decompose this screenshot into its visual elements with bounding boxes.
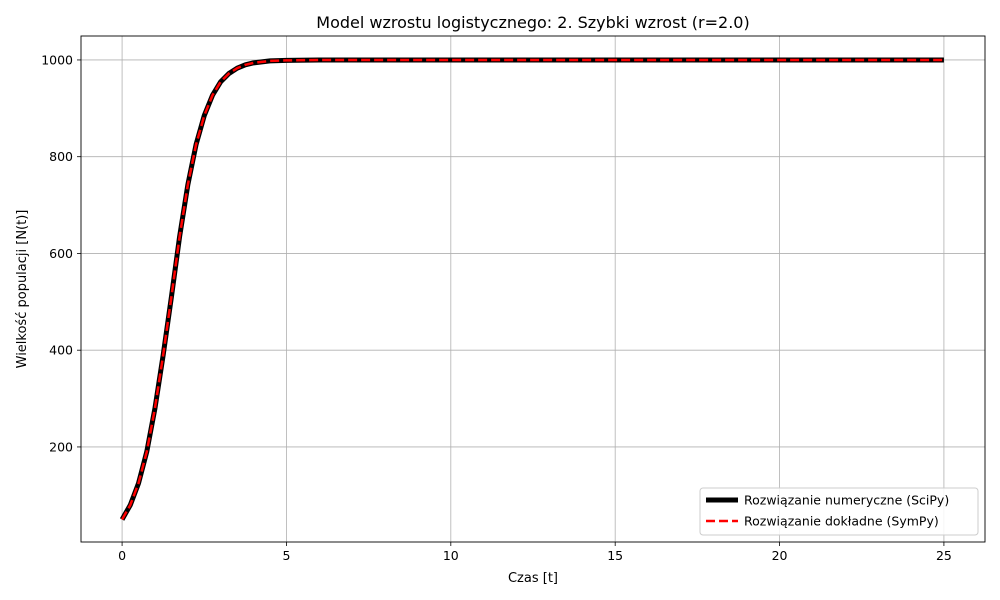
y-tick-label: 400 [49,343,73,358]
y-tick-label: 600 [49,246,73,261]
legend-label-exact: Rozwiązanie dokładne (SymPy) [744,514,939,529]
legend-label-numeric: Rozwiązanie numeryczne (SciPy) [744,493,949,508]
series-layer [119,57,944,521]
y-axis-label: Wielkość populacji [N(t)] [15,210,30,369]
x-tick-label: 15 [607,548,623,563]
tick-layer: 0 5 10 15 20 25 200 400 600 800 1000 [41,52,952,563]
x-tick-label: 25 [936,548,952,563]
exact-solution-line [121,58,944,521]
x-tick-label: 20 [772,548,788,563]
x-axis-label: Czas [t] [508,571,558,586]
legend-box [699,487,979,536]
y-tick-label: 800 [49,149,73,164]
plot-frame [80,35,986,543]
y-tick-label: 200 [49,439,73,454]
x-tick-label: 0 [118,548,126,563]
chart-title: Model wzrostu logistycznego: 2. Szybki w… [316,13,749,32]
x-tick-label: 10 [443,548,459,563]
legend: Rozwiązanie numeryczne (SciPy) Rozwiązan… [699,487,979,536]
y-tick-label: 1000 [41,52,73,67]
x-tick-label: 5 [282,548,290,563]
